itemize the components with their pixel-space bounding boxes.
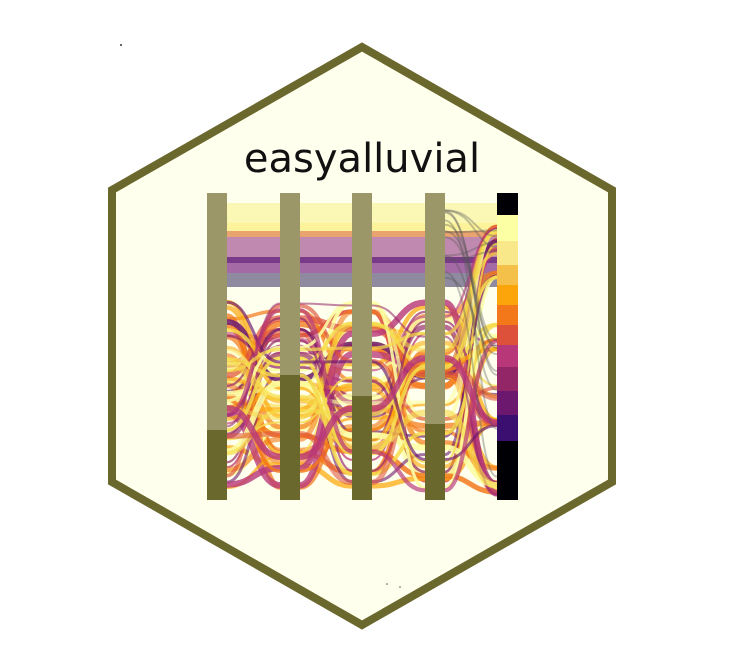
final-stratum-segment — [497, 305, 518, 325]
flow-ribbon — [444, 229, 498, 234]
stratum-bar-upper — [425, 193, 445, 424]
final-stratum-segment — [497, 391, 518, 415]
speck-dot — [120, 44, 122, 46]
final-stratum-segment — [497, 325, 518, 345]
alluvial-strata — [207, 193, 518, 500]
flow-ribbon — [444, 209, 498, 238]
final-stratum-segment — [497, 193, 518, 215]
flow-ribbon — [207, 380, 498, 489]
flow-ribbon — [444, 276, 498, 356]
flow-ribbon — [444, 219, 498, 430]
flow-ribbon — [444, 211, 498, 372]
speck-dot — [399, 586, 401, 588]
flow-ribbon — [207, 229, 498, 456]
flow-ribbon — [444, 271, 498, 478]
stratum-bar-lower — [280, 375, 300, 500]
final-stratum-segment — [497, 265, 518, 285]
stratum-bar-upper — [207, 193, 227, 430]
final-stratum-segment — [497, 367, 518, 391]
flow-ribbon — [207, 251, 498, 373]
final-stratum-segment — [497, 241, 518, 265]
flow-ribbon — [444, 255, 498, 391]
flow-ribbon — [444, 223, 498, 342]
flow-ribbon — [444, 236, 498, 347]
flow-ribbon — [444, 250, 498, 261]
final-stratum-segment — [497, 215, 518, 241]
flow-ribbon — [444, 210, 498, 376]
final-stratum-segment — [497, 441, 518, 500]
stratum-bar-upper — [280, 193, 300, 375]
flow-ribbon — [444, 230, 498, 349]
logo-title: easyalluvial — [244, 136, 480, 182]
stratum-bar-lower — [425, 424, 445, 500]
flow-ribbon — [207, 242, 498, 463]
flow-ribbon — [207, 308, 498, 493]
flow-ribbon — [444, 241, 498, 257]
stratum-bar-lower — [352, 396, 372, 500]
final-stratum-segment — [497, 345, 518, 367]
stratum-bar-lower — [207, 430, 227, 500]
final-stratum-segment — [497, 415, 518, 441]
stratum-bar-upper — [352, 193, 372, 396]
flow-ribbon — [444, 209, 498, 248]
speck-dot — [386, 583, 388, 585]
final-stratum-segment — [497, 285, 518, 305]
